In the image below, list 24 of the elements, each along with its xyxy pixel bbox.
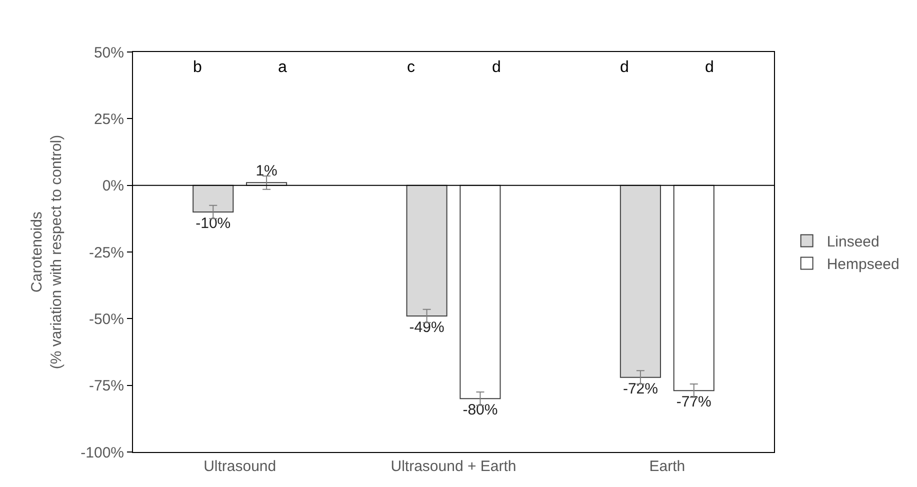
legend-label: Linseed — [826, 234, 880, 251]
annotation: b — [193, 59, 202, 76]
data-label: -80% — [462, 402, 498, 419]
data-label: -10% — [196, 215, 231, 232]
x-tick-label: Earth — [649, 458, 686, 475]
x-tick-label: Ultrasound — [204, 458, 276, 475]
y-tick-label: -25% — [88, 244, 124, 262]
y-tick-label: -75% — [88, 378, 124, 395]
x-tick-label: Ultrasound + Earth — [390, 458, 516, 475]
data-label: 1% — [256, 162, 278, 180]
y-tick-label: -50% — [88, 310, 124, 328]
annotation: d — [620, 59, 629, 76]
annotation: d — [705, 59, 714, 76]
annotation: a — [278, 59, 287, 76]
annotation: d — [492, 59, 501, 76]
y-tick-label: 50% — [94, 44, 124, 62]
annotation: c — [407, 59, 415, 76]
y-tick-label: -100% — [80, 444, 124, 462]
y-axis-title: Carotenoids (% variation with respect to control) — [28, 134, 65, 370]
y-tick-label: 0% — [102, 178, 124, 195]
y-tick-label: 25% — [94, 110, 124, 128]
data-label: -49% — [409, 319, 444, 336]
legend-label: Hempseed — [826, 256, 900, 274]
data-label: -77% — [676, 394, 712, 411]
